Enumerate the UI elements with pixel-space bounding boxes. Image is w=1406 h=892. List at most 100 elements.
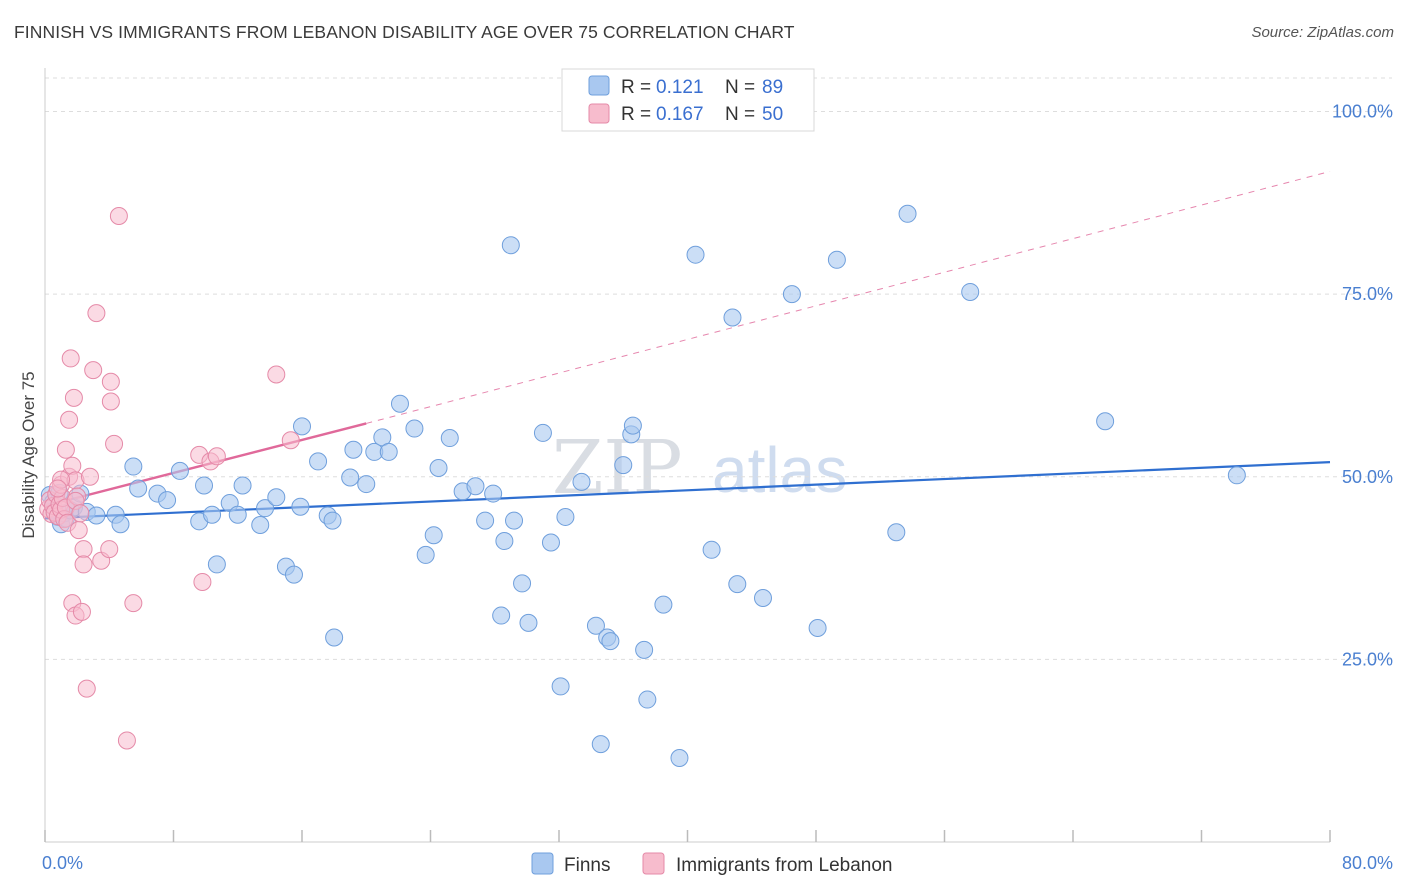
bottom-legend-swatch-lebanon [642, 852, 665, 875]
trend-lines [44, 170, 1331, 520]
correlation-legend: R = 0.121 N = 89 R = 0.167 N = 50 [561, 68, 815, 132]
finns-point [492, 606, 511, 625]
finns-point [267, 488, 286, 507]
finns-points [40, 204, 1246, 767]
legend-r-label-2: R = [621, 104, 651, 125]
finns-point [898, 204, 917, 223]
bottom-legend-finns: Finns [564, 855, 610, 876]
finns-point [533, 423, 552, 442]
finns-point [424, 526, 443, 545]
finns-point [325, 628, 344, 647]
finns-point [170, 461, 189, 480]
legend-r-value-1: 0.121 [656, 77, 704, 98]
legend-swatch-finns [588, 75, 610, 96]
y-tick-label: 75.0% [1342, 284, 1393, 304]
lebanon-point [61, 349, 80, 368]
finns-point [782, 285, 801, 304]
finns-point [614, 456, 633, 475]
finns-point [519, 613, 538, 632]
finns-point [541, 533, 560, 552]
x-tick-label: 0.0% [42, 853, 83, 873]
finns-point [484, 484, 503, 503]
finns-point [256, 499, 275, 518]
lebanon-point [105, 434, 124, 453]
finns-point [513, 574, 532, 593]
lebanon-point [281, 431, 300, 450]
axes [44, 68, 1331, 843]
finns-point [505, 511, 524, 530]
legend-n-value-2: 50 [762, 104, 783, 125]
finns-point [1096, 412, 1115, 431]
finns-point [203, 505, 222, 524]
lebanon-point [64, 388, 83, 407]
legend-n-label-2: N = [725, 104, 755, 125]
lebanon-point [77, 679, 96, 698]
finns-point [601, 632, 620, 651]
legend-r-value-2: 0.167 [656, 104, 704, 125]
finns-point [111, 515, 130, 534]
finns-point [808, 618, 827, 637]
lebanon-point [84, 361, 103, 380]
finns-point [251, 515, 270, 534]
series-legend: Finns Immigrants from Lebanon [531, 852, 893, 876]
bottom-legend-lebanon: Immigrants from Lebanon [676, 855, 893, 876]
finns-point [390, 394, 409, 413]
lebanon-point [101, 372, 120, 391]
finns-point [323, 511, 342, 530]
finns-point [309, 452, 328, 471]
finns-point [379, 442, 398, 461]
source-label: Source: ZipAtlas.com [1251, 24, 1394, 41]
watermark-atlas: atlas [712, 434, 847, 506]
finns-point [158, 491, 177, 510]
finns-point [207, 555, 226, 574]
y-tick-label: 25.0% [1342, 649, 1393, 669]
finns-point [440, 429, 459, 448]
lebanon-trend-extension [366, 170, 1331, 424]
finns-point [686, 245, 705, 264]
lebanon-point [63, 456, 82, 475]
lebanon-point [267, 365, 286, 384]
finns-point [702, 540, 721, 559]
lebanon-point [193, 572, 212, 591]
finns-point [501, 236, 520, 255]
finns-point [416, 545, 435, 564]
finns-point [623, 416, 642, 435]
finns-point [556, 507, 575, 526]
finns-point [572, 472, 591, 491]
y-axis-label: Disability Age Over 75 [19, 371, 38, 538]
chart-title: FINNISH VS IMMIGRANTS FROM LEBANON DISAB… [14, 22, 795, 42]
finns-point [344, 440, 363, 459]
finns-point [341, 468, 360, 487]
lebanon-point [74, 555, 93, 574]
finns-point [654, 595, 673, 614]
axis-ticks: 25.0% 50.0% 75.0% 100.0% 0.0% 80.0% [42, 102, 1393, 873]
lebanon-point [60, 410, 79, 429]
finns-point [405, 419, 424, 438]
gridlines [45, 77, 1392, 660]
legend-n-label-1: N = [725, 77, 755, 98]
finns-point [551, 677, 570, 696]
finns-point [827, 250, 846, 269]
finns-point [429, 458, 448, 477]
finns-point [195, 476, 214, 495]
lebanon-point [74, 540, 93, 559]
legend-n-value-1: 89 [762, 77, 783, 98]
lebanon-point [56, 440, 75, 459]
lebanon-point [72, 602, 91, 621]
finns-point [228, 505, 247, 524]
finns-point [495, 532, 514, 551]
finns-point [466, 477, 485, 496]
lebanon-point [71, 504, 90, 523]
finns-point [124, 457, 143, 476]
finns-point [87, 506, 106, 525]
lebanon-point [124, 594, 143, 613]
lebanon-point [69, 521, 88, 540]
lebanon-point [80, 467, 99, 486]
bottom-legend-swatch-finns [531, 852, 554, 875]
lebanon-point [48, 479, 67, 498]
y-tick-label: 50.0% [1342, 467, 1393, 487]
finns-point [293, 417, 311, 436]
lebanon-point [101, 392, 120, 411]
legend-r-label-1: R = [621, 77, 651, 98]
lebanon-point [109, 206, 128, 225]
